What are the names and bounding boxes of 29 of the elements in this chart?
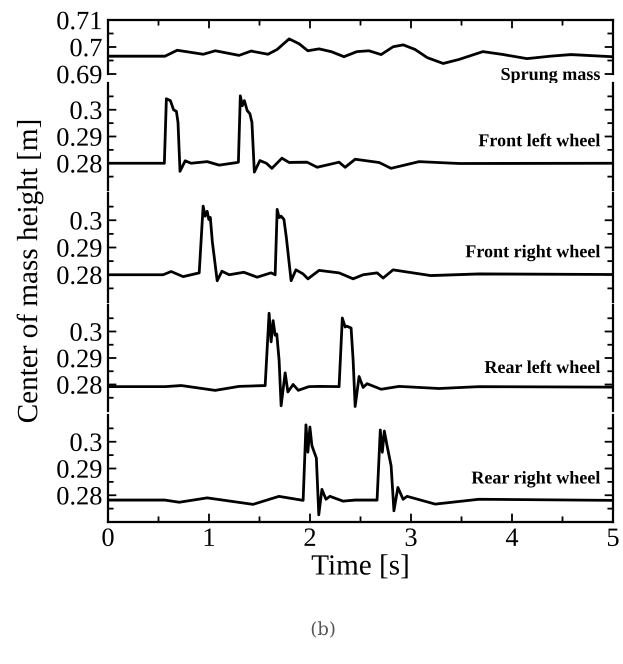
x-axis-title: Time [s] [312,554,408,578]
x-tick-label: 4 [506,528,518,546]
y-axis-title: Center of mass height [m] [16,120,44,422]
y-tick-label: 0.28 [57,154,102,173]
annotation: Front left wheel [478,133,600,146]
y-tick-label: 0.3 [70,433,102,452]
y-tick-label: 0.29 [57,128,102,146]
y-tick-label: 0.28 [57,486,102,505]
y-tick-label: 0.3 [70,101,102,120]
y-tick-label: 0.28 [57,376,102,394]
text: (b) [312,621,335,638]
x-tick-label: 0 [102,528,114,546]
y-tick-label: 0.28 [57,266,102,284]
x-tick-label: 1 [204,528,214,546]
y-tick-label: 0.29 [57,350,102,368]
y-tick-label: 0.3 [70,212,102,230]
x-tick-label: 3 [406,528,417,546]
annotation: Rear left wheel [484,360,600,374]
y-tick-label: 0.71 [57,12,101,30]
y-tick-label: 0.69 [57,66,102,84]
annotation: Front right wheel [466,244,600,262]
annotation: Sprung mass [501,68,600,84]
annotation: Rear right wheel [472,470,600,488]
y-tick-label: 0.3 [70,323,102,342]
y-tick-label: 0.7 [70,38,102,57]
x-tick-label: 2 [304,528,316,546]
x-tick-label: 5 [608,528,619,546]
y-tick-label: 0.29 [57,239,102,258]
y-tick-label: 0.29 [57,460,102,478]
